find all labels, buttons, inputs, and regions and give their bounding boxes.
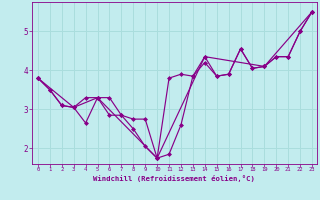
- X-axis label: Windchill (Refroidissement éolien,°C): Windchill (Refroidissement éolien,°C): [93, 175, 255, 182]
